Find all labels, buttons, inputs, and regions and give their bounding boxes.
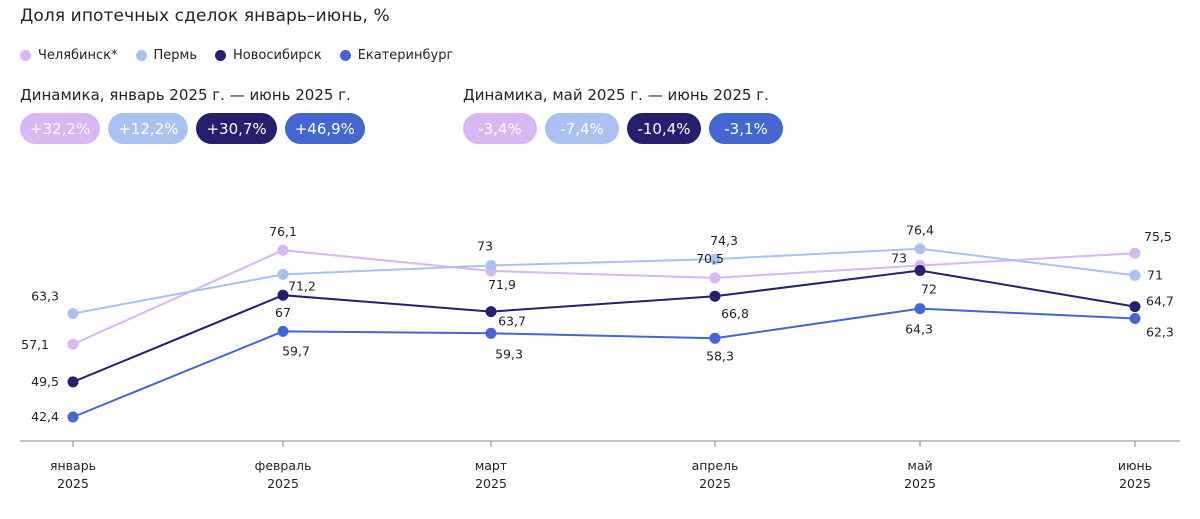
legend-label: Пермь <box>153 48 198 63</box>
legend-dot-icon <box>339 50 351 61</box>
data-point <box>277 244 289 256</box>
data-label: 75,5 <box>1144 229 1172 244</box>
dynamics-pill-chelyabinsk: +32,2% <box>20 113 101 144</box>
data-label: 66,8 <box>721 306 749 321</box>
chart-title: Доля ипотечных сделок январь–июнь, % <box>20 6 390 26</box>
data-point <box>709 290 721 302</box>
data-label: 71,9 <box>488 277 516 292</box>
data-point <box>914 243 926 255</box>
data-label: 76,1 <box>269 224 297 239</box>
legend-dot-icon <box>20 50 31 61</box>
data-label: 59,7 <box>282 343 310 358</box>
data-point <box>709 253 721 265</box>
x-tick-label-month: март <box>475 458 507 473</box>
x-tick-label-year: 2025 <box>267 476 299 491</box>
data-label: 62,3 <box>1146 325 1174 340</box>
legend-item-perm: Пермь <box>135 48 198 63</box>
dynamics-pill-perm: +12,2% <box>108 113 189 144</box>
x-tick-label-year: 2025 <box>699 476 731 491</box>
data-label: 71,2 <box>288 278 316 293</box>
data-point <box>1129 269 1141 281</box>
x-tick-label-year: 2025 <box>904 476 936 491</box>
dynamics-pill-ekaterinburg: +46,9% <box>284 113 365 144</box>
data-label: 70,5 <box>696 251 724 266</box>
data-label: 49,5 <box>31 374 59 389</box>
data-point <box>67 411 79 423</box>
series-line-3 <box>72 307 1136 418</box>
legend-label: Челябинск* <box>38 48 118 63</box>
legend-item-ekaterinburg: Екатеринбург <box>339 48 454 63</box>
dynamics-jan-jun-pills: +32,2% +12,2% +30,7% +46,9% <box>20 113 365 144</box>
data-point <box>277 289 289 301</box>
x-tick-label-month: июнь <box>1118 458 1152 473</box>
legend-dot-icon <box>215 50 227 61</box>
dynamics-may-jun-title: Динамика, май 2025 г. — июнь 2025 г. <box>463 86 769 104</box>
legend-item-novosibirsk: Новосибирск <box>215 48 322 63</box>
x-tick-label-month: февраль <box>255 458 312 473</box>
data-label: 59,3 <box>495 346 523 361</box>
data-point <box>485 260 497 271</box>
data-label: 42,4 <box>31 409 59 424</box>
series-line-1 <box>72 247 1136 315</box>
dynamics-pill-ekaterinburg: -3,1% <box>709 113 783 144</box>
dynamics-pill-perm: -7,4% <box>545 113 619 144</box>
data-point <box>67 308 79 319</box>
data-point <box>709 332 721 344</box>
legend-label: Новосибирск <box>233 48 322 63</box>
data-label: 57,1 <box>21 337 49 352</box>
data-point <box>485 306 497 318</box>
dynamics-pill-chelyabinsk: -3,4% <box>463 113 537 144</box>
data-point <box>914 303 926 315</box>
series-line-0 <box>72 249 1136 346</box>
data-label: 64,3 <box>905 322 933 337</box>
data-point <box>67 338 79 350</box>
data-label: 74,3 <box>710 233 738 248</box>
data-label: 73 <box>891 251 907 266</box>
legend: Челябинск* Пермь Новосибирск Екатеринбур… <box>20 48 453 63</box>
data-label: 73 <box>477 239 493 254</box>
data-label: 76,4 <box>906 223 934 238</box>
legend-item-chelyabinsk: Челябинск* <box>20 48 118 63</box>
legend-label: Екатеринбург <box>357 48 454 63</box>
data-point <box>67 376 79 388</box>
dynamics-may-jun-pills: -3,4% -7,4% -10,4% -3,1% <box>463 113 783 144</box>
dynamics-pill-novosibirsk: +30,7% <box>196 113 277 144</box>
x-tick-label-month: май <box>907 458 932 473</box>
data-point <box>709 272 721 284</box>
data-label: 71 <box>1147 267 1163 282</box>
data-point <box>1129 313 1141 324</box>
data-point <box>1129 247 1141 259</box>
x-tick-label-year: 2025 <box>57 476 89 491</box>
data-label: 64,7 <box>1146 294 1174 309</box>
data-point <box>277 268 289 280</box>
series-line-2 <box>72 269 1136 383</box>
data-label: 72 <box>921 282 937 297</box>
x-tick-label-month: апрель <box>692 458 739 473</box>
data-point <box>277 325 289 337</box>
data-point <box>1129 301 1141 313</box>
x-tick-label-month: январь <box>50 458 96 473</box>
dynamics-jan-jun-title: Динамика, январь 2025 г. — июнь 2025 г. <box>20 86 351 104</box>
data-label: 67 <box>275 305 291 320</box>
dynamics-pill-novosibirsk: -10,4% <box>627 113 701 144</box>
x-tick-label-year: 2025 <box>1119 476 1151 491</box>
data-label: 63,3 <box>31 289 59 304</box>
data-point <box>914 265 926 276</box>
legend-dot-icon <box>135 50 147 61</box>
data-point <box>485 327 497 339</box>
data-label: 63,7 <box>498 314 526 329</box>
x-tick-label-year: 2025 <box>475 476 507 491</box>
data-label: 58,3 <box>706 348 734 363</box>
